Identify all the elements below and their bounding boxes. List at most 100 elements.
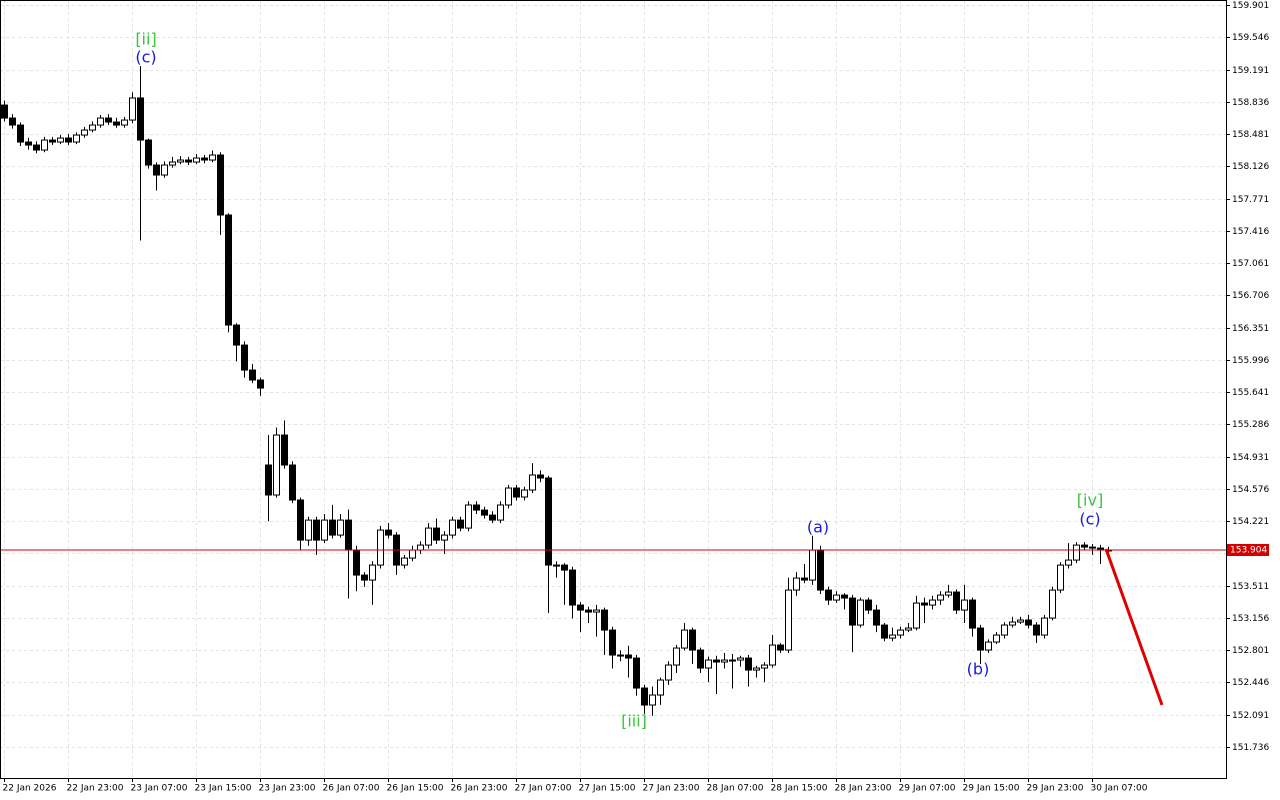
candle-body xyxy=(41,139,48,151)
y-tick-label: 155.286 xyxy=(1232,420,1269,430)
candle-body xyxy=(193,157,200,163)
candle-body xyxy=(969,599,976,629)
candle-body xyxy=(9,117,16,126)
candle-body xyxy=(937,594,944,601)
candle-body xyxy=(289,464,296,501)
candle-body xyxy=(1009,621,1016,626)
candle-body xyxy=(977,627,984,651)
candle-body xyxy=(1081,544,1088,548)
candle-body xyxy=(457,519,464,529)
candle-body xyxy=(993,634,1000,643)
candle-body xyxy=(337,519,344,536)
candle-body xyxy=(497,504,504,521)
candle-body xyxy=(793,577,800,591)
x-tick-label: 27 Jan 15:00 xyxy=(579,784,636,794)
candle-body xyxy=(617,654,624,657)
candle-body xyxy=(409,549,416,559)
candle-body xyxy=(729,659,736,662)
candle-body xyxy=(753,667,760,671)
candle-body xyxy=(665,664,672,681)
candle-body xyxy=(425,527,432,546)
candle-body xyxy=(801,577,808,581)
x-tick-label: 27 Jan 23:00 xyxy=(643,784,700,794)
candle-body xyxy=(921,602,928,606)
candle-body xyxy=(865,599,872,611)
candle-body xyxy=(545,477,552,566)
candle-body xyxy=(1,104,8,119)
candle-body xyxy=(769,644,776,666)
y-tick-label: 155.641 xyxy=(1232,388,1269,398)
y-tick-label: 154.931 xyxy=(1232,453,1269,463)
candle-body xyxy=(649,694,656,706)
candle-body xyxy=(225,214,232,326)
candle-body xyxy=(561,564,568,571)
candle-body xyxy=(105,117,112,123)
overlay: 153.904[ii](c)(a)[iii](b)[iv](c) xyxy=(0,30,1269,731)
x-tick-label: 27 Jan 07:00 xyxy=(515,784,572,794)
candle-body xyxy=(89,124,96,131)
candle-body xyxy=(177,159,184,163)
candle-body xyxy=(305,519,312,541)
candle-body xyxy=(137,97,144,141)
candle-body xyxy=(905,627,912,631)
candle-body xyxy=(1033,624,1040,636)
candle-body xyxy=(697,649,704,669)
candle-body xyxy=(953,591,960,611)
candle-body xyxy=(297,499,304,541)
x-tick-label: 28 Jan 15:00 xyxy=(771,784,828,794)
x-tick-label: 23 Jan 07:00 xyxy=(131,784,188,794)
candle-body xyxy=(329,519,336,536)
y-tick-label: 153.156 xyxy=(1232,614,1269,624)
candle-body xyxy=(737,657,744,661)
candle-body xyxy=(913,602,920,629)
candle-body xyxy=(985,641,992,651)
candle-body xyxy=(929,599,936,606)
candle-body xyxy=(633,657,640,689)
candle-body xyxy=(377,529,384,566)
candle-body xyxy=(577,604,584,611)
candle-body xyxy=(121,119,128,126)
candle-body xyxy=(681,629,688,649)
y-tick-label: 157.771 xyxy=(1232,195,1269,205)
candle-body xyxy=(857,599,864,626)
candle-body xyxy=(553,564,560,567)
candle-body xyxy=(257,379,264,389)
candle-body xyxy=(417,544,424,551)
candle-body xyxy=(433,527,440,541)
candle-body xyxy=(217,154,224,216)
price-label: 153.904 xyxy=(1230,545,1267,555)
candle-body xyxy=(609,629,616,656)
y-tick-label: 159.191 xyxy=(1232,66,1269,76)
candle-body xyxy=(745,657,752,671)
y-tick-label: 157.416 xyxy=(1232,227,1269,237)
wave-label: [ii] xyxy=(135,30,156,49)
candle-body xyxy=(473,504,480,511)
y-tick-label: 159.546 xyxy=(1232,33,1269,43)
candle-body xyxy=(185,159,192,163)
candle-body xyxy=(313,519,320,541)
candle-body xyxy=(97,117,104,126)
candle-body xyxy=(585,609,592,613)
candle-body xyxy=(145,139,152,166)
candle-body xyxy=(849,597,856,626)
candle-body xyxy=(817,549,824,591)
candle-body xyxy=(489,514,496,521)
candle-body xyxy=(233,324,240,346)
candle-body xyxy=(713,659,720,663)
candle-body xyxy=(73,134,80,143)
candle-body xyxy=(1049,589,1056,619)
candle-body xyxy=(321,519,328,541)
candle-body xyxy=(385,529,392,536)
candle-body xyxy=(345,519,352,551)
x-tick-label: 22 Jan 23:00 xyxy=(67,784,124,794)
candle-body xyxy=(169,161,176,166)
candle-body xyxy=(113,121,120,126)
x-tick-label: 29 Jan 07:00 xyxy=(899,784,956,794)
candle-body xyxy=(361,574,368,581)
candle-body xyxy=(449,519,456,536)
candle-body xyxy=(657,679,664,696)
x-tick-label: 28 Jan 23:00 xyxy=(835,784,892,794)
candle-body xyxy=(961,599,968,611)
